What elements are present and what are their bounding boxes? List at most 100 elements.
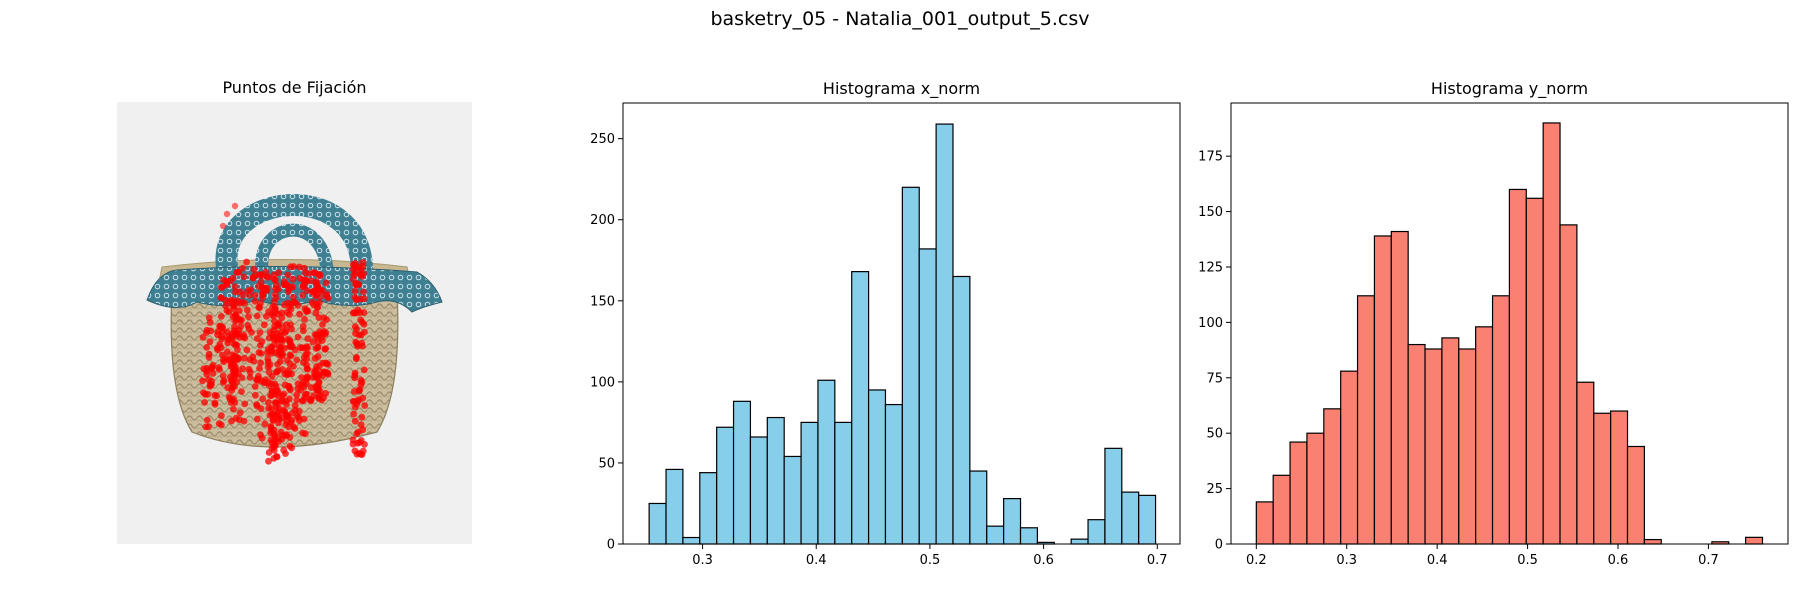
fixation-point	[265, 404, 272, 412]
fixation-point	[296, 274, 304, 282]
fixation-point	[278, 352, 286, 360]
fixation-point	[312, 309, 320, 317]
fixation-point	[239, 298, 246, 306]
fixation-point	[199, 377, 206, 385]
fixation-point	[293, 356, 301, 364]
fixation-point	[230, 395, 238, 403]
y-hist-bar	[1542, 122, 1561, 545]
fixation-point	[239, 365, 246, 372]
fixation-point	[246, 356, 254, 364]
fixation-point	[294, 333, 302, 341]
y-hist-bar	[1323, 408, 1342, 545]
fixation-point	[285, 303, 293, 311]
x-hist-bar	[749, 436, 768, 545]
x-hist-bar	[867, 389, 887, 545]
y-hist-bar	[1559, 224, 1578, 545]
fixation-point	[355, 281, 363, 288]
fixation-point	[244, 321, 252, 329]
y-hist-y-tick-label: 25	[1206, 482, 1223, 497]
y-hist-bar	[1272, 474, 1291, 545]
fixation-point	[205, 423, 212, 431]
fixation-point	[304, 375, 311, 382]
fixation-point	[278, 336, 286, 343]
x-hist-bar	[1019, 527, 1039, 545]
x-hist-bar	[969, 470, 988, 545]
fixation-point	[289, 275, 297, 283]
fixation-point	[213, 392, 221, 400]
y-hist-y-tick-label: 175	[1198, 150, 1223, 165]
fixation-point	[324, 294, 332, 302]
y-hist-y-tick-label: 75	[1206, 371, 1223, 386]
fixation-point	[355, 331, 363, 339]
fixation-point	[203, 416, 211, 424]
fixation-point	[313, 363, 320, 371]
y-hist-y-tick-label: 0	[1215, 538, 1223, 553]
fixation-point	[303, 350, 311, 358]
fixation-point	[233, 269, 241, 276]
y-hist-bar	[1610, 410, 1629, 545]
fixation-point	[265, 382, 273, 389]
fixation-point	[295, 408, 303, 415]
fixation-point	[324, 360, 332, 368]
y-hist-bar	[1593, 412, 1612, 545]
y-hist-y-tick-label: 50	[1206, 427, 1223, 442]
fixation-point	[229, 313, 237, 321]
fixation-point	[273, 368, 280, 376]
x-hist-bar	[986, 525, 1005, 545]
fixation-point	[299, 291, 306, 299]
fixation-point	[313, 331, 320, 339]
fixation-point	[316, 271, 324, 278]
fixation-point	[203, 329, 210, 336]
y-hist-bar	[1525, 197, 1544, 545]
fixation-point	[275, 393, 282, 400]
fixation-point	[271, 275, 278, 283]
fixation-point	[265, 399, 272, 406]
fixation-point	[263, 284, 271, 292]
x-hist-bar	[648, 502, 667, 545]
fixation-point	[360, 309, 368, 316]
fixation-point	[284, 271, 292, 279]
fixation-point	[238, 388, 245, 395]
x-hist-bar	[851, 271, 870, 545]
fixation-point	[271, 441, 279, 449]
fixation-point	[286, 360, 294, 368]
fixation-point	[257, 350, 265, 357]
y-hist-bar	[1491, 295, 1511, 545]
fixation-point	[217, 313, 225, 320]
x-hist-title: Histograma x_norm	[822, 79, 981, 98]
fixation-point	[272, 285, 279, 293]
x-hist-bar	[732, 400, 752, 545]
fixation-point	[223, 348, 231, 356]
fixation-point	[301, 393, 309, 401]
y-hist-bar	[1576, 381, 1595, 545]
x-hist-x-tick-label: 0.7	[1147, 553, 1168, 568]
fixation-point	[324, 369, 332, 377]
fixation-point	[265, 273, 272, 281]
fixation-point	[304, 335, 312, 342]
x-hist-y-tick-label: 150	[590, 294, 615, 309]
y-hist-bar	[1289, 441, 1308, 545]
fixation-point	[246, 369, 254, 376]
x-hist-bar	[665, 468, 684, 545]
x-hist-bar	[800, 421, 819, 545]
fixation-point	[238, 316, 245, 324]
fixation-point	[204, 390, 211, 398]
fixation-point	[218, 412, 225, 420]
fixation-point	[268, 372, 276, 380]
fixation-point	[359, 259, 367, 266]
fixation-point	[268, 410, 276, 418]
fixation-point	[259, 395, 267, 403]
x-hist-bar	[1138, 494, 1157, 545]
x-hist-y-tick-label: 100	[590, 375, 615, 390]
fixation-point	[262, 268, 270, 276]
fixation-point	[300, 344, 308, 352]
fixation-point	[223, 210, 231, 218]
fixation-point	[271, 317, 278, 325]
fixation-point	[288, 325, 295, 333]
fixation-point	[272, 294, 280, 302]
fixation-point	[288, 444, 296, 452]
fixation-point	[296, 417, 303, 424]
fixation-point	[361, 402, 369, 409]
x-hist-bar	[716, 426, 735, 545]
fixation-point	[252, 391, 259, 399]
